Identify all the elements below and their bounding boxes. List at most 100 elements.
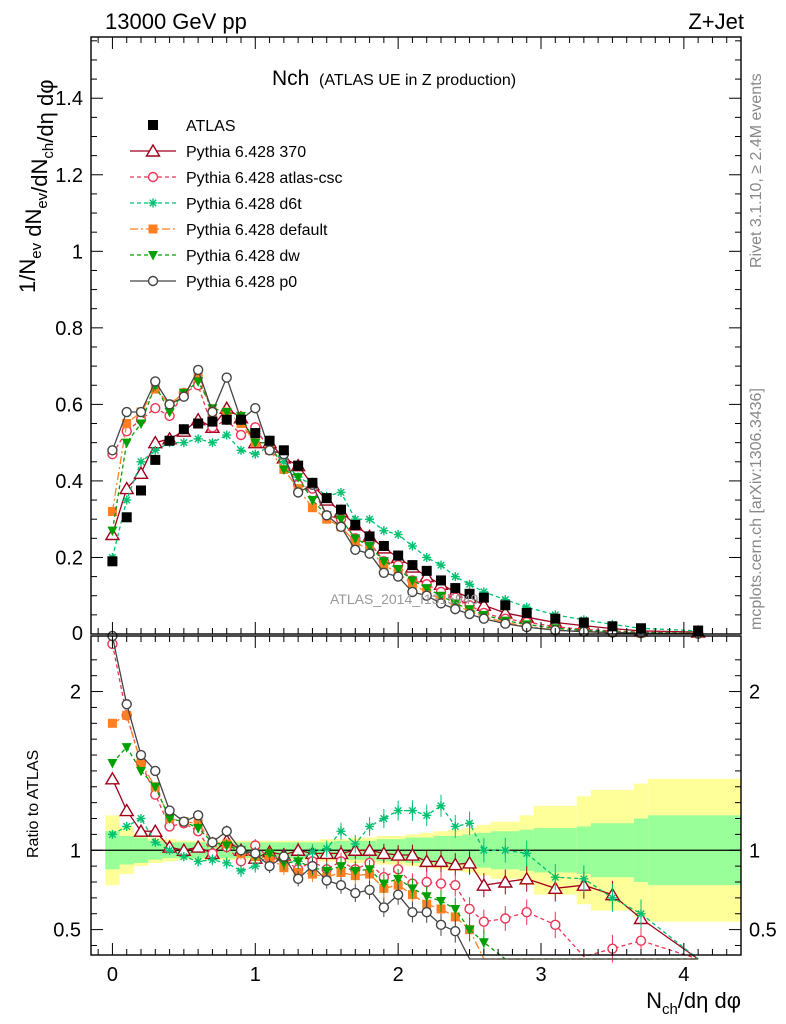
ratio-point: [404, 847, 421, 861]
series-point: [407, 576, 418, 586]
ratio-point: [107, 829, 117, 839]
ratio-point: [292, 873, 304, 885]
ratio-point: [221, 841, 232, 851]
series-point: [422, 552, 432, 562]
atlas-point: [364, 531, 375, 542]
ratio-point: [364, 865, 375, 875]
ratio-point: [450, 879, 461, 891]
ratio-point: [465, 818, 475, 828]
series-point: [464, 608, 475, 620]
ratio-point: [500, 913, 511, 924]
series-point: [465, 579, 475, 589]
series-point: [421, 584, 432, 594]
series-line: [111, 434, 699, 632]
ratio-point: [178, 816, 190, 827]
y-tick-label: 0.8: [55, 318, 83, 340]
ratio-point: [579, 874, 589, 884]
series-point: [378, 557, 389, 567]
legend-label: Pythia 6.428 atlas-csc: [186, 170, 343, 187]
ratio-point: [521, 906, 532, 918]
atlas-point: [136, 485, 146, 496]
legend-label: Pythia 6.428 370: [186, 144, 306, 161]
series-point: [392, 571, 404, 582]
series-point: [121, 438, 132, 449]
series-point: [164, 408, 175, 418]
y-tick-label: 0.2: [55, 547, 83, 569]
series-point: [436, 560, 446, 570]
legend-item-4: Pythia 6.428 dw: [130, 248, 300, 265]
atlas-point: [164, 435, 175, 446]
series-point: [107, 507, 117, 517]
atlas-point: [221, 414, 232, 425]
ratio-point: [450, 904, 461, 915]
ratio-point: [418, 853, 435, 868]
ratio-point: [436, 801, 446, 811]
header-left: 13000 GeV pp: [105, 9, 247, 34]
series-point: [221, 372, 232, 383]
atlas-point: [321, 493, 332, 504]
series-point: [478, 613, 490, 624]
y-axis-label: 1/Nev dNev/dNch/dη dφ: [15, 80, 58, 293]
legend-label: Pythia 6.428 p0: [186, 274, 297, 291]
ratio-point: [164, 814, 175, 825]
ratio-point: [350, 887, 361, 899]
legend-item-atlas: ATLAS: [148, 118, 236, 135]
ratio-point: [236, 866, 246, 876]
ratio-point: [179, 852, 189, 862]
ratio-y-tick-label: 2: [70, 682, 81, 704]
series-line: [111, 407, 699, 633]
ratio-point: [136, 814, 146, 824]
y-tick-label: 0.4: [55, 471, 83, 493]
atlas-point: [336, 504, 346, 515]
series-line: [111, 376, 699, 635]
y-tick-label: 0.6: [55, 394, 83, 416]
atlas-point: [500, 600, 511, 611]
ratio-point: [433, 853, 449, 868]
ratio-point: [435, 878, 447, 889]
ratio-y-tick-label: 2: [749, 682, 760, 704]
series-point: [393, 564, 404, 575]
y-tick-label: 1.4: [55, 88, 83, 110]
ratio-point: [407, 806, 417, 816]
ratio-point: [121, 743, 132, 753]
atlas-point: [393, 550, 404, 561]
ratio-point: [147, 823, 164, 837]
ratio-point: [450, 925, 461, 937]
ratio-point: [190, 839, 206, 853]
series-point: [378, 567, 390, 578]
series-point: [118, 481, 135, 495]
atlas-point: [264, 435, 275, 446]
series-point: [121, 406, 132, 418]
chart-subtitle: (ATLAS UE in Z production): [319, 72, 516, 89]
ratio-point: [407, 906, 418, 918]
y-tick-label: 1: [72, 241, 83, 263]
ratio-line: [111, 778, 699, 960]
atlas-point: [250, 428, 261, 439]
ratio-point: [550, 919, 561, 931]
ratio-y-tick-label: 0.5: [749, 920, 777, 942]
series-point: [450, 603, 461, 615]
x-tick-label: 4: [678, 964, 689, 986]
ratio-point: [376, 846, 392, 860]
series-point: [250, 403, 261, 414]
ratio-point: [136, 758, 146, 768]
ratio-point: [107, 758, 118, 769]
series-point: [179, 438, 189, 448]
ratio-point: [207, 837, 218, 848]
ratio-point: [193, 856, 203, 866]
ratio-line: [112, 804, 699, 960]
ratio-point: [104, 771, 121, 785]
ratio-point: [635, 935, 647, 946]
axis-ticks: [91, 37, 742, 955]
ratio-point: [436, 897, 446, 907]
atlas-point: [150, 454, 161, 465]
ratio-point: [393, 874, 404, 885]
series-point: [250, 438, 261, 449]
x-axis-label: Nch/dη dφ: [646, 988, 741, 1018]
series-point: [136, 419, 146, 430]
atlas-point: [107, 556, 118, 567]
ratio-point: [447, 857, 464, 871]
atlas-point: [350, 519, 361, 530]
ratio-point: [336, 862, 346, 872]
ratio-y-tick-label: 1: [749, 840, 760, 862]
